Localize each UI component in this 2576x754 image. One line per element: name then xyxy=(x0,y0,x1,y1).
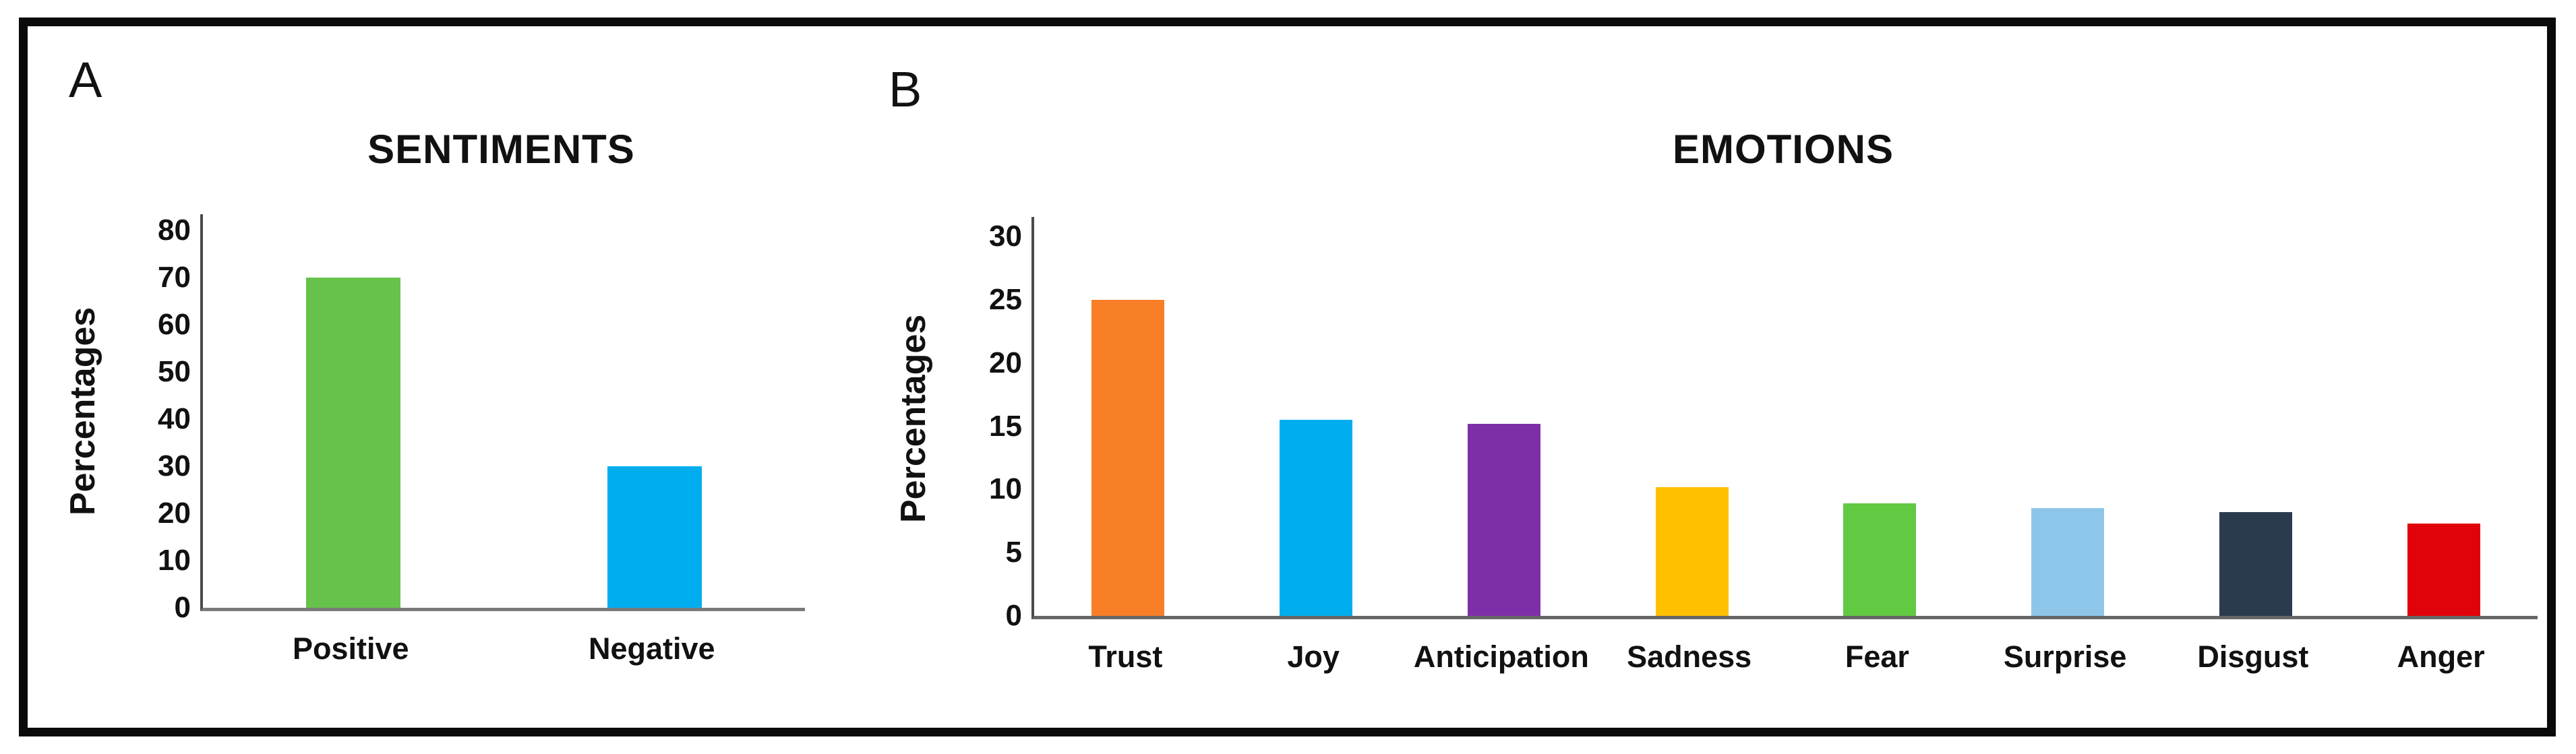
bar-negative xyxy=(607,466,702,608)
bar-fear xyxy=(1843,503,1917,616)
y-tick-label: 60 xyxy=(158,308,191,341)
bar-trust xyxy=(1091,299,1165,616)
y-tick-label: 15 xyxy=(989,409,1022,443)
emotions-plot-area: 0 5 10 15 20 25 30 xyxy=(989,217,2538,631)
bar-disgust xyxy=(2219,512,2292,616)
panel-b-letter: B xyxy=(889,61,922,117)
x-category-label: Disgust xyxy=(2197,639,2309,674)
emotions-y-axis-label: Percentages xyxy=(894,314,933,524)
sentiments-y-axis-label: Percentages xyxy=(63,307,102,515)
y-tick-label: 10 xyxy=(989,472,1022,506)
sentiments-plot-area: 0 10 20 30 40 50 60 70 80 xyxy=(158,214,805,623)
bar-anger xyxy=(2407,524,2480,616)
emotions-category-axis: Trust Joy Anticipation Sadness Fear Surprise D… xyxy=(1031,640,2535,681)
sentiments-category-axis: Positive Negative xyxy=(200,632,802,672)
x-category-label: Joy xyxy=(1287,639,1340,674)
bar-joy xyxy=(1280,420,1353,616)
y-tick-label: 70 xyxy=(158,261,191,294)
y-tick-label: 40 xyxy=(158,402,191,435)
bar-anticipation xyxy=(1467,423,1540,616)
y-tick-label: 0 xyxy=(1005,599,1022,632)
y-tick-label: 50 xyxy=(158,355,191,388)
y-tick-label: 20 xyxy=(989,346,1022,379)
sentiments-chart-title: SENTIMENTS xyxy=(367,127,635,172)
bar-sadness xyxy=(1655,486,1729,616)
y-tick-label: 20 xyxy=(158,497,191,530)
y-tick-label: 5 xyxy=(1005,536,1022,569)
y-tick-label: 80 xyxy=(158,214,191,247)
y-tick-label: 25 xyxy=(989,282,1022,316)
x-category-label: Sadness xyxy=(1627,639,1752,674)
x-category-label: Anticipation xyxy=(1413,639,1589,674)
x-category-label: Positive xyxy=(292,631,409,666)
y-tick-label: 0 xyxy=(174,591,191,624)
plot-scale: 0 10 20 30 40 50 60 70 80 xyxy=(158,216,805,623)
x-category-label: Trust xyxy=(1088,639,1163,674)
x-category-label: Surprise xyxy=(2003,639,2127,674)
plot-scale: 0 5 10 15 20 25 30 xyxy=(989,222,2538,631)
x-category-label: Fear xyxy=(1845,639,1909,674)
y-tick-label: 10 xyxy=(158,544,191,577)
panel-a-letter: A xyxy=(69,52,102,108)
bar-positive xyxy=(306,278,401,608)
x-category-label: Anger xyxy=(2397,639,2485,674)
emotions-chart-title: EMOTIONS xyxy=(1672,127,1894,172)
y-tick-label: 30 xyxy=(158,449,191,482)
x-category-label: Negative xyxy=(588,631,715,666)
bar-surprise xyxy=(2031,508,2105,616)
y-tick-label: 30 xyxy=(989,220,1022,253)
